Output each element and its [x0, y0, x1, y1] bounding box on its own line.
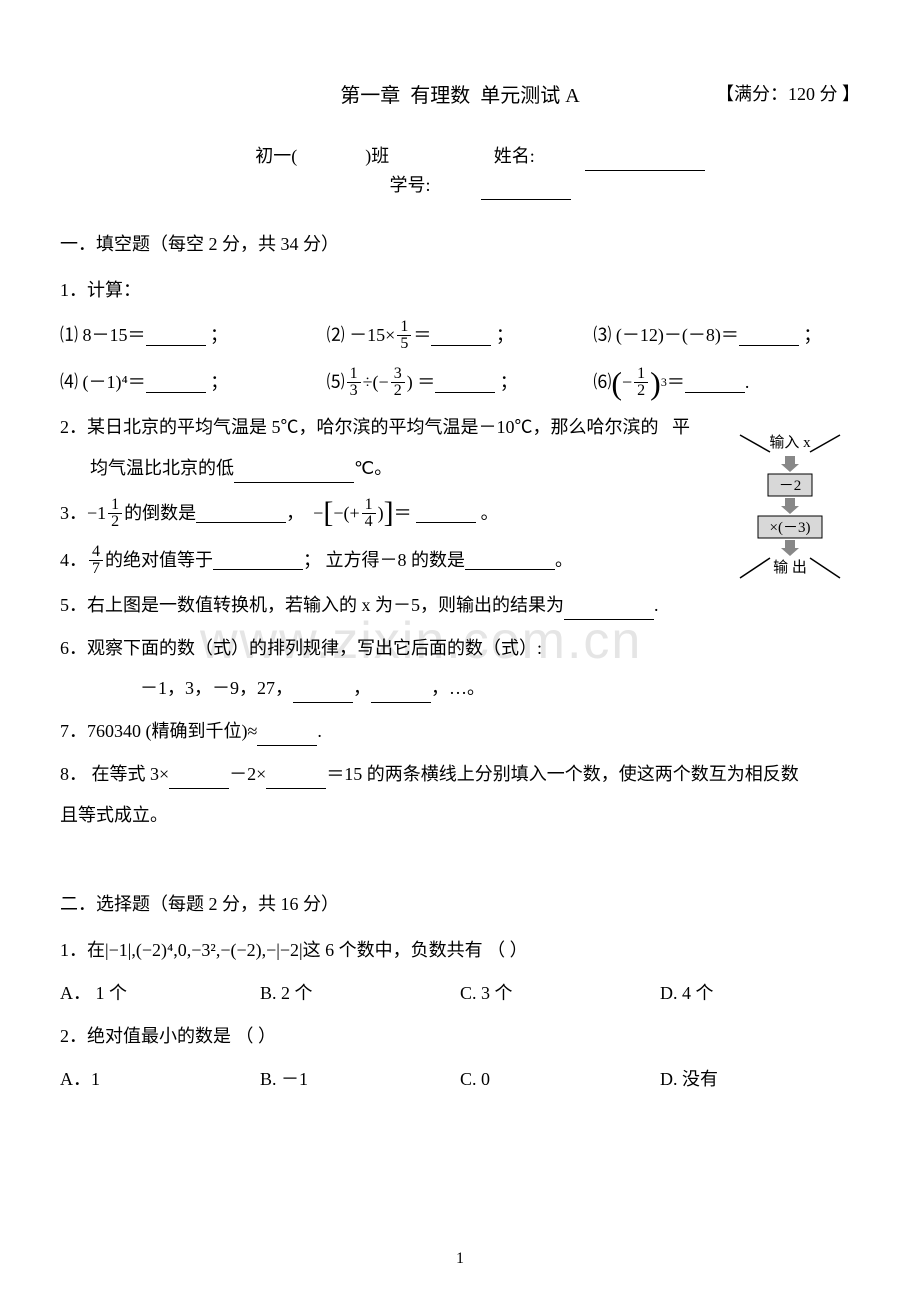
- info-row: 初一( )班 姓名: 学号:: [60, 142, 860, 200]
- q5: 5．右上图是一数值转换机，若输入的 x 为－5，则输出的结果为.: [60, 591, 860, 620]
- q1-5: ⑸ 13 ÷(− 32 ) ＝ ；: [327, 366, 594, 399]
- q8: 8． 在等式 3×－2×＝15 的两条横线上分别填入一个数，使这两个数互为相反数…: [60, 760, 860, 830]
- q6: 6．观察下面的数（式）的排列规律，写出它后面的数（式）: －1，3，－9，27，…: [60, 634, 860, 704]
- q2: 2．某日北京的平均气温是 5℃，哈尔滨的平均气温是－10℃，那么哈尔滨的 平 均…: [60, 413, 860, 483]
- q1-4: ⑷ (－1)⁴＝ ；: [60, 366, 327, 399]
- s2-q2-a: A．1: [60, 1065, 260, 1094]
- q1-2: ⑵ －15× 15 ＝ ；: [327, 319, 594, 352]
- q1-row1: ⑴ 8－15＝ ； ⑵ －15× 15 ＝ ； ⑶ (－12)－(－8)＝ ；: [60, 319, 860, 352]
- q1-3: ⑶ (－12)－(－8)＝ ；: [593, 319, 860, 352]
- q7: 7．760340 (精确到千位)≈.: [60, 717, 860, 746]
- score-label: 【满分：120 分 】: [716, 80, 860, 109]
- class-field: 初一( )班: [230, 142, 414, 171]
- s2-q1-a: A． 1 个: [60, 979, 260, 1008]
- q1-row2: ⑷ (－1)⁴＝ ； ⑸ 13 ÷(− 32 ) ＝ ； ⑹ (−12)3 ＝.: [60, 366, 860, 399]
- q1-1: ⑴ 8－15＝ ；: [60, 319, 327, 352]
- q3: 3． −112 的倒数是， −[−(+14)] ＝ 。: [60, 497, 860, 530]
- section1-title: 一．填空题（每空 2 分，共 34 分）: [60, 230, 860, 259]
- s2-q1-b: B. 2 个: [260, 979, 460, 1008]
- id-field: 学号:: [364, 171, 595, 200]
- s2-q1: 1．在|−1|,(−2)⁴,0,−3²,−(−2),−|−2|这 6 个数中，负…: [60, 936, 860, 965]
- s2-q1-options: A． 1 个 B. 2 个 C. 3 个 D. 4 个: [60, 979, 860, 1008]
- section2-title: 二．选择题（每题 2 分，共 16 分）: [60, 890, 860, 919]
- s2-q2-b: B. －1: [260, 1065, 460, 1094]
- s2-q2-c: C. 0: [460, 1065, 660, 1094]
- s2-q1-d: D. 4 个: [660, 979, 860, 1008]
- s2-q1-c: C. 3 个: [460, 979, 660, 1008]
- q1-6: ⑹ (−12)3 ＝.: [593, 366, 860, 399]
- s2-q2-options: A．1 B. －1 C. 0 D. 没有: [60, 1065, 860, 1094]
- page-title: 第一章 有理数 单元测试 A: [340, 80, 579, 112]
- name-field: 姓名:: [469, 142, 730, 171]
- q4: 4． 47 的绝对值等于； 立方得－8 的数是。: [60, 544, 860, 577]
- title-row: 第一章 有理数 单元测试 A 【满分：120 分 】: [60, 80, 860, 112]
- q1-label: 1．计算：: [60, 276, 860, 305]
- page-content: 第一章 有理数 单元测试 A 【满分：120 分 】 初一( )班 姓名: 学号…: [60, 80, 860, 1094]
- s2-q2: 2．绝对值最小的数是 （ ）: [60, 1022, 860, 1051]
- page-number: 1: [456, 1246, 464, 1272]
- s2-q2-d: D. 没有: [660, 1065, 860, 1094]
